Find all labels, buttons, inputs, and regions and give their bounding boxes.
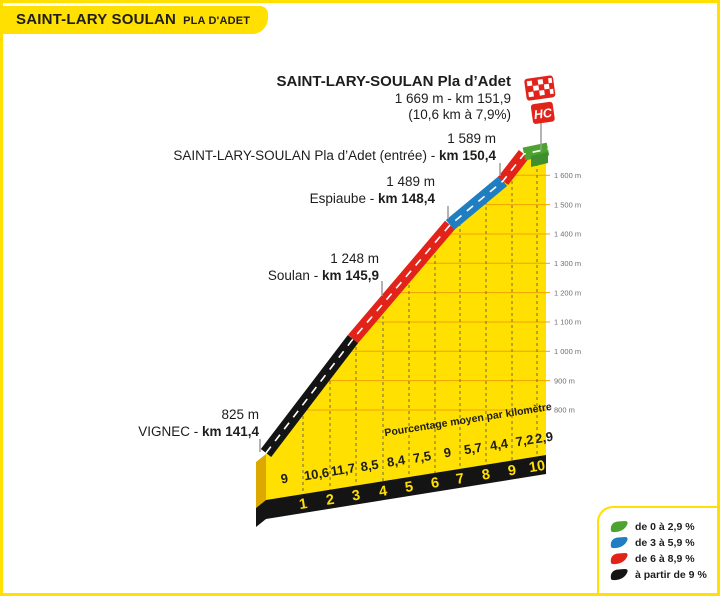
waypoint-elevation: 1 589 m xyxy=(447,131,496,146)
gradient-km1: 9 xyxy=(280,471,289,487)
waypoint-elevation: 1 489 m xyxy=(386,174,435,189)
gradient-km5: 8,4 xyxy=(386,452,407,470)
km-mark-9: 9 xyxy=(507,462,517,479)
km-gridlines xyxy=(302,151,538,494)
waypoint-name: Soulan - xyxy=(267,268,322,283)
legend-label: de 6 à 8,9 % xyxy=(635,552,695,565)
km-mark-2: 2 xyxy=(325,492,335,509)
waypoint-espiaube: 1 489 m Espiaube - km 148,4 xyxy=(310,173,435,207)
km-mark-5: 5 xyxy=(404,479,414,496)
km-numbers: 1 2 3 4 5 6 7 8 9 10 xyxy=(298,458,546,513)
waypoint-ticks xyxy=(259,123,542,452)
waypoint-km: km 145,9 xyxy=(321,268,379,283)
flag-checkerboard xyxy=(526,77,554,98)
waypoint-soulan: 1 248 m Soulan - km 145,9 xyxy=(268,250,379,284)
gradient-values: 9 10,6 11,7 8,5 8,4 7,5 9 5,7 4,4 7,2 2,… xyxy=(280,429,555,487)
waypoint-entree: 1 589 m SAINT-LARY-SOULAN Pla d’Adet (en… xyxy=(173,130,496,164)
legend-item-9plus: à partir de 9 % xyxy=(609,568,713,581)
elev-label-1500: 1 500 m xyxy=(554,200,581,209)
road-segment-9plus xyxy=(260,335,359,457)
gradient-km6: 7,5 xyxy=(412,448,432,466)
km-mark-7: 7 xyxy=(455,471,465,488)
elev-label-1100: 1 100 m xyxy=(554,318,581,327)
elev-label-1200: 1 200 m xyxy=(554,288,581,297)
elev-label-1600: 1 600 m xyxy=(554,171,581,180)
summit-label: SAINT-LARY-SOULAN Pla d’Adet 1 669 m - k… xyxy=(277,73,511,123)
waypoint-elevation: 825 m xyxy=(221,407,259,422)
km-mark-6: 6 xyxy=(430,475,440,492)
waypoint-name-line: VIGNEC - km 141,4 xyxy=(138,423,259,440)
legend-item-6to8: de 6 à 8,9 % xyxy=(609,552,713,565)
waypoint-name: VIGNEC - xyxy=(138,424,202,439)
waypoint-name-line: Espiaube - km 148,4 xyxy=(310,190,435,207)
waypoint-vignec: 825 m VIGNEC - km 141,4 xyxy=(138,406,259,440)
race-location-subtitle: PLA D'ADET xyxy=(183,15,251,27)
legend-label: à partir de 9 % xyxy=(635,568,707,581)
legend-item-3to5: de 3 à 5,9 % xyxy=(609,536,713,549)
legend-swatch-green xyxy=(610,521,628,533)
mountain-face xyxy=(266,149,546,500)
header-badge: SAINT-LARY SOULAN PLA D'ADET xyxy=(3,6,269,34)
legend-item-0to2: de 0 à 2,9 % xyxy=(609,520,713,533)
legend-label: de 3 à 5,9 % xyxy=(635,536,695,549)
elev-label-800: 800 m xyxy=(554,406,575,415)
elev-label-1400: 1 400 m xyxy=(554,230,581,239)
legend-label: de 0 à 2,9 % xyxy=(635,520,695,533)
elev-label-1000: 1 000 m xyxy=(554,347,581,356)
waypoint-name: Espiaube - xyxy=(309,191,378,206)
km-mark-1: 1 xyxy=(298,496,308,513)
legend-swatch-red xyxy=(610,553,628,565)
gradient-km8: 5,7 xyxy=(463,440,483,458)
waypoint-km: km 141,4 xyxy=(201,424,259,439)
gradient-final: 2,9 xyxy=(534,429,554,447)
gradient-legend: de 0 à 2,9 % de 3 à 5,9 % de 6 à 8,9 % à… xyxy=(597,506,717,593)
hc-badge xyxy=(530,101,555,124)
summit-detail: (10,6 km à 7,9%) xyxy=(408,107,511,122)
climb-profile-chart: HC 1 600 m 1 500 m 1 400 m 1 300 m 1 200… xyxy=(256,75,581,527)
gradient-km7: 9 xyxy=(443,445,452,461)
waypoint-name: SAINT-LARY-SOULAN Pla d’Adet (entrée) - xyxy=(173,148,439,163)
waypoint-km: km 150,4 xyxy=(438,148,496,163)
gradient-km9: 4,4 xyxy=(489,436,510,454)
elev-label-1300: 1 300 m xyxy=(554,259,581,268)
summit-name: SAINT-LARY-SOULAN Pla d’Adet xyxy=(276,73,511,90)
legend-swatch-blue xyxy=(610,537,628,549)
km-mark-10: 10 xyxy=(528,458,546,476)
gradient-km2: 10,6 xyxy=(303,465,330,484)
km-mark-8: 8 xyxy=(481,467,491,484)
elev-label-900: 900 m xyxy=(554,376,575,385)
race-location-title: SAINT-LARY SOULAN xyxy=(16,11,177,28)
km-mark-3: 3 xyxy=(351,488,361,505)
waypoint-elevation: 1 248 m xyxy=(330,251,379,266)
summit-flag: HC xyxy=(524,75,556,124)
summit-stats: 1 669 m - km 151,9 xyxy=(394,91,511,106)
gradient-km4: 8,5 xyxy=(359,457,379,475)
waypoint-name-line: SAINT-LARY-SOULAN Pla d’Adet (entrée) - … xyxy=(173,147,496,164)
km-band xyxy=(266,455,546,519)
elevation-axis-labels: 1 600 m 1 500 m 1 400 m 1 300 m 1 200 m … xyxy=(554,171,581,415)
legend-swatch-black xyxy=(610,569,628,581)
hc-badge-label: HC xyxy=(533,106,554,123)
gradient-km10: 7,2 xyxy=(514,432,534,450)
gradient-km3: 11,7 xyxy=(330,460,357,479)
waypoint-name-line: Soulan - km 145,9 xyxy=(268,267,379,284)
summit-green-cap xyxy=(531,152,548,167)
base-side-face xyxy=(256,500,266,527)
mountain-side-face xyxy=(256,454,266,508)
elevation-axis-ticks xyxy=(546,174,550,411)
km-mark-4: 4 xyxy=(378,483,388,500)
waypoint-km: km 148,4 xyxy=(377,191,435,206)
